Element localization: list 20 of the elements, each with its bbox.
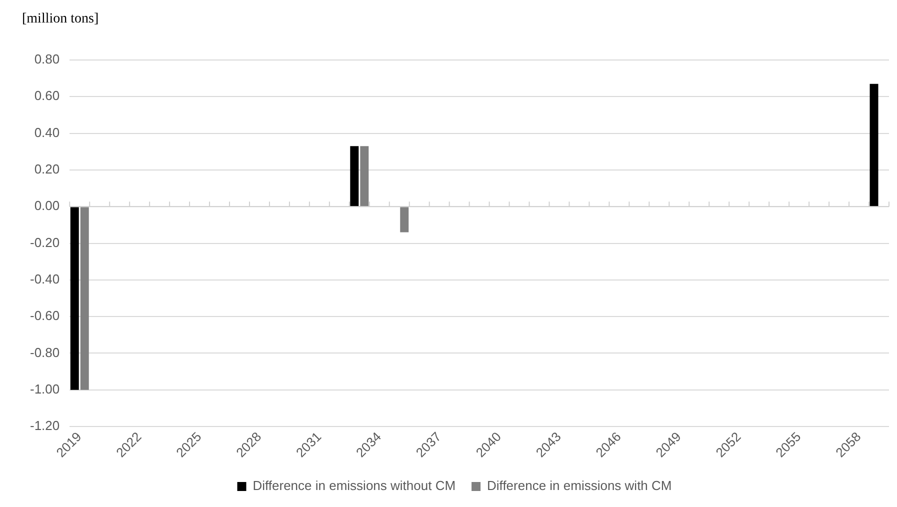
- y-tick-label: 0.00: [34, 198, 60, 214]
- bar: [400, 207, 409, 232]
- y-tick-label: -0.60: [30, 308, 60, 324]
- bar: [360, 146, 369, 206]
- y-axis-title: [million tons]: [22, 12, 99, 27]
- y-tick-label: 0.20: [34, 162, 60, 177]
- y-tick-label: -1.00: [30, 381, 60, 396]
- y-tick-label: 0.60: [34, 88, 60, 104]
- bar: [80, 207, 89, 390]
- y-tick-label: 0.80: [34, 52, 60, 67]
- y-tick-label: -0.20: [30, 234, 60, 250]
- y-tick-label: 0.40: [34, 124, 60, 140]
- y-tick-label: -0.80: [30, 344, 60, 360]
- legend-label: Difference in emissions without CM: [252, 478, 456, 494]
- y-tick-label: -1.20: [30, 418, 60, 434]
- y-tick-label: -0.40: [30, 271, 60, 286]
- bar: [70, 207, 79, 390]
- bar: [350, 146, 359, 206]
- bar: [870, 84, 878, 206]
- legend-label: Difference in emissions with CM: [487, 478, 672, 494]
